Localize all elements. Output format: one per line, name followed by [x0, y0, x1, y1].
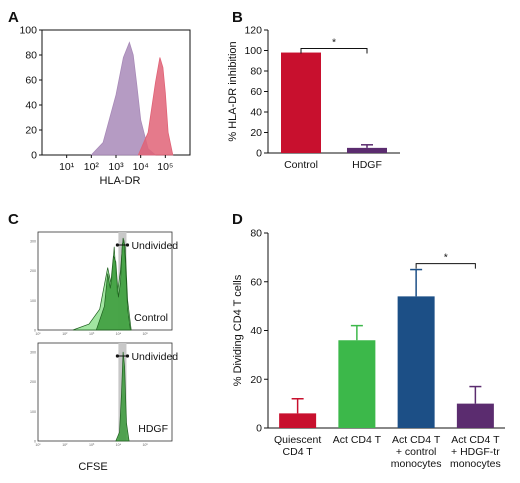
x-tick-label: 10² — [62, 443, 68, 447]
x-tick-label: 10³ — [108, 161, 124, 173]
x-tick-label: 10² — [84, 161, 100, 173]
category-label: Act CD4 T — [333, 434, 382, 446]
bar-1 — [338, 340, 376, 428]
y-tick-label: 60 — [25, 75, 37, 87]
panel-label-a: A — [8, 9, 19, 26]
y-tick-label: 100 — [30, 410, 36, 414]
x-tick-label: 10³ — [89, 332, 95, 336]
x-tick-label: 10¹ — [35, 332, 41, 336]
y-tick-label: 40 — [250, 107, 262, 119]
x-tick-label: 10⁴ — [116, 332, 122, 336]
category-label: Act CD4 T — [451, 434, 500, 446]
y-tick-label: 100 — [244, 45, 262, 57]
gate-marker-end — [115, 354, 119, 358]
x-tick-label: 10⁴ — [133, 161, 149, 173]
x-axis-title: HLA-DR — [100, 175, 141, 187]
category-label: HDGF — [352, 159, 382, 171]
histogram-cfse: 0 100 200 300 10¹ 10² 10³ 10⁴ 10⁵ Undivided Contro… — [30, 231, 178, 473]
plot-frame — [37, 342, 173, 442]
x-tick-label: 10⁴ — [116, 443, 122, 447]
y-tick-label: 0 — [31, 150, 37, 162]
histogram-series-1 — [137, 57, 174, 156]
significance-bracket — [300, 48, 368, 54]
category-label: CD4 T — [283, 446, 314, 458]
bar-2 — [397, 296, 435, 428]
y-tick-label: 0 — [256, 423, 262, 435]
y-tick-label: 100 — [19, 25, 37, 37]
y-tick-label: 300 — [30, 350, 36, 354]
histogram-hla-dr: 0 20 40 60 80 100 10¹ 10² 10³ 10⁴ 10⁵ HLA-DR — [19, 25, 191, 187]
category-label: + control — [396, 446, 437, 458]
bar-0 — [281, 52, 321, 153]
y-tick-label: 200 — [30, 269, 36, 273]
y-tick-label: 0 — [34, 440, 36, 444]
bar-0 — [279, 413, 317, 428]
y-tick-label: 40 — [250, 325, 262, 337]
y-tick-label: 40 — [25, 100, 37, 112]
y-tick-label: 0 — [34, 329, 36, 333]
y-tick-label: 20 — [250, 127, 262, 139]
gate-label: Undivided — [131, 351, 178, 363]
category-label: Act CD4 T — [392, 434, 441, 446]
y-axis-title: % Dividing CD4 T cells — [232, 274, 244, 386]
x-axis-title: CFSE — [78, 461, 107, 473]
x-tick-label: 10¹ — [59, 161, 75, 173]
gate-label: Undivided — [131, 240, 178, 252]
y-tick-label: 300 — [30, 239, 36, 243]
panel-label-d: D — [232, 211, 243, 228]
x-tick-label: 10³ — [89, 443, 95, 447]
panel-label-c: C — [8, 211, 19, 228]
category-label: monocytes — [450, 458, 501, 470]
gate-marker-end — [115, 243, 119, 247]
subplot-label: Control — [134, 312, 168, 324]
y-axis-title: % HLA-DR inhibition — [227, 41, 239, 141]
y-tick-label: 200 — [30, 380, 36, 384]
y-tick-label: 60 — [250, 276, 262, 288]
x-tick-label: 10² — [62, 332, 68, 336]
y-tick-label: 20 — [25, 125, 37, 137]
y-tick-label: 80 — [25, 50, 37, 62]
y-tick-label: 80 — [250, 228, 262, 240]
x-tick-label: 10⁵ — [142, 332, 148, 336]
histogram-series-0 — [115, 351, 130, 442]
x-tick-label: 10⁵ — [157, 161, 173, 173]
category-label: monocytes — [391, 458, 442, 470]
y-tick-label: 0 — [256, 148, 262, 160]
category-label: Control — [284, 159, 318, 171]
y-tick-label: 60 — [250, 86, 262, 98]
significance-label: * — [444, 252, 448, 264]
bar-1 — [347, 147, 387, 153]
x-tick-label: 10¹ — [35, 443, 41, 447]
category-label: + HDGF-tr — [451, 446, 500, 458]
y-tick-label: 80 — [250, 66, 262, 78]
subplot-label: HDGF — [138, 423, 168, 435]
panel-label-b: B — [232, 9, 243, 26]
gate-marker-end — [125, 243, 130, 247]
histogram-series-1 — [95, 239, 131, 331]
y-tick-label: 20 — [250, 374, 262, 386]
significance-bracket — [415, 263, 476, 269]
category-label: Quiescent — [274, 434, 321, 446]
y-tick-label: 100 — [30, 299, 36, 303]
y-tick-label: 120 — [244, 25, 262, 37]
bar-3 — [456, 403, 494, 428]
significance-label: * — [332, 37, 336, 49]
bar-chart-hla-dr-inhibition: 0 20 40 60 80 100 120 Control HDGF * % HLA-DR inhi… — [227, 25, 400, 171]
gate-marker-end — [125, 354, 130, 358]
x-tick-label: 10⁵ — [142, 443, 148, 447]
